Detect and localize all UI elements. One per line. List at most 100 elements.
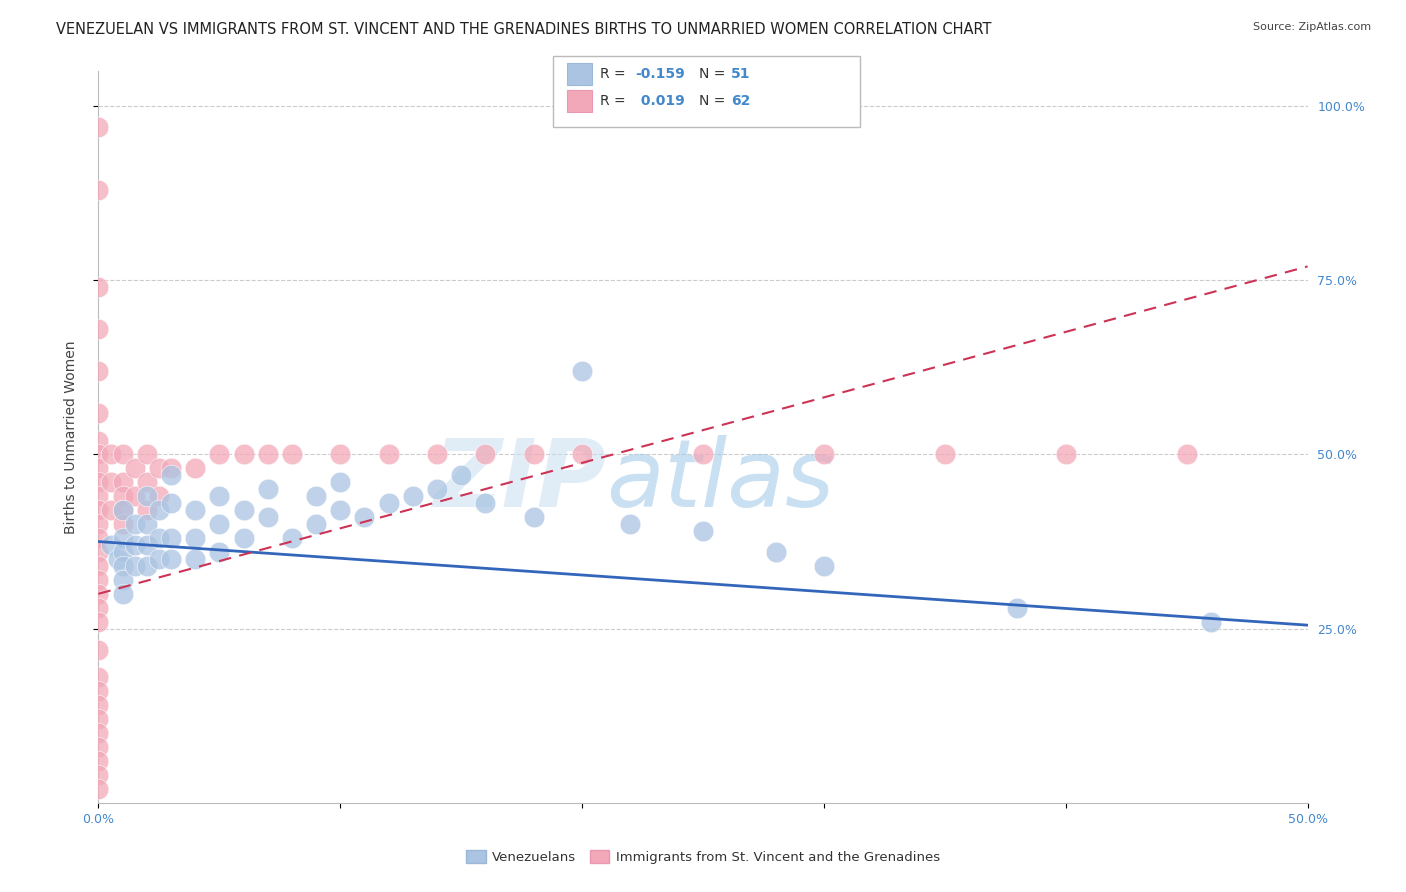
Point: [87, 545, 110, 559]
Point: [87, 698, 110, 713]
Point: [160, 461, 183, 475]
Point: [87, 615, 110, 629]
Point: [765, 545, 787, 559]
Point: [148, 489, 170, 503]
Point: [87, 489, 110, 503]
Text: VENEZUELAN VS IMMIGRANTS FROM ST. VINCENT AND THE GRENADINES BIRTHS TO UNMARRIED: VENEZUELAN VS IMMIGRANTS FROM ST. VINCEN…: [56, 22, 991, 37]
Point: [377, 496, 399, 510]
Text: atlas: atlas: [606, 435, 835, 526]
Point: [87, 461, 110, 475]
Point: [100, 538, 122, 552]
Point: [124, 558, 146, 573]
Point: [426, 448, 449, 462]
Point: [474, 496, 496, 510]
Point: [87, 642, 110, 657]
Point: [523, 510, 546, 524]
Point: [160, 552, 183, 566]
Point: [87, 726, 110, 740]
Point: [135, 538, 157, 552]
Point: [160, 531, 183, 545]
Point: [1175, 448, 1198, 462]
Point: [160, 496, 183, 510]
Point: [87, 684, 110, 698]
Point: [232, 531, 254, 545]
Point: [124, 517, 146, 532]
Text: 62: 62: [731, 94, 751, 108]
Point: [135, 489, 157, 503]
Point: [329, 503, 352, 517]
Point: [124, 461, 146, 475]
Point: [124, 489, 146, 503]
Point: [148, 503, 170, 517]
Point: [87, 587, 110, 601]
Point: [1007, 600, 1029, 615]
Point: [256, 483, 278, 497]
Point: [184, 531, 207, 545]
Point: [111, 587, 134, 601]
Point: [87, 364, 110, 378]
Point: [111, 475, 134, 490]
Point: [87, 280, 110, 294]
Point: [184, 461, 207, 475]
Point: [87, 475, 110, 490]
Point: [100, 475, 122, 490]
Point: [160, 468, 183, 483]
Point: [87, 781, 110, 796]
Point: [474, 448, 496, 462]
Point: [305, 489, 328, 503]
Point: [813, 558, 835, 573]
Text: N =: N =: [699, 67, 730, 81]
Point: [87, 183, 110, 197]
Point: [111, 531, 134, 545]
Point: [87, 754, 110, 768]
Point: [208, 448, 231, 462]
Text: -0.159: -0.159: [636, 67, 685, 81]
Point: [426, 483, 449, 497]
Point: [692, 524, 714, 538]
Text: ZIP: ZIP: [433, 435, 606, 527]
Point: [208, 517, 231, 532]
Point: [87, 600, 110, 615]
Point: [450, 468, 472, 483]
Point: [571, 364, 593, 378]
Point: [402, 489, 425, 503]
Point: [87, 406, 110, 420]
Point: [256, 510, 278, 524]
Point: [111, 517, 134, 532]
Text: 51: 51: [731, 67, 751, 81]
Point: [148, 461, 170, 475]
Point: [329, 475, 352, 490]
Point: [100, 448, 122, 462]
Legend: Venezuelans, Immigrants from St. Vincent and the Grenadines: Venezuelans, Immigrants from St. Vincent…: [461, 845, 945, 870]
Point: [148, 552, 170, 566]
Point: [87, 740, 110, 755]
Point: [111, 503, 134, 517]
Point: [87, 434, 110, 448]
Point: [111, 503, 134, 517]
Point: [256, 448, 278, 462]
Point: [353, 510, 375, 524]
Point: [87, 517, 110, 532]
Point: [87, 503, 110, 517]
Point: [184, 503, 207, 517]
Point: [135, 475, 157, 490]
Point: [813, 448, 835, 462]
Point: [111, 448, 134, 462]
Point: [87, 120, 110, 134]
Text: R =: R =: [600, 94, 630, 108]
Point: [619, 517, 641, 532]
Point: [107, 552, 129, 566]
Point: [135, 517, 157, 532]
Point: [111, 573, 134, 587]
Point: [281, 448, 304, 462]
Text: Source: ZipAtlas.com: Source: ZipAtlas.com: [1253, 22, 1371, 32]
Point: [135, 503, 157, 517]
Point: [87, 558, 110, 573]
Point: [87, 573, 110, 587]
Point: [1199, 615, 1222, 629]
Point: [87, 448, 110, 462]
Point: [87, 531, 110, 545]
Point: [111, 558, 134, 573]
Point: [100, 503, 122, 517]
Point: [87, 712, 110, 726]
